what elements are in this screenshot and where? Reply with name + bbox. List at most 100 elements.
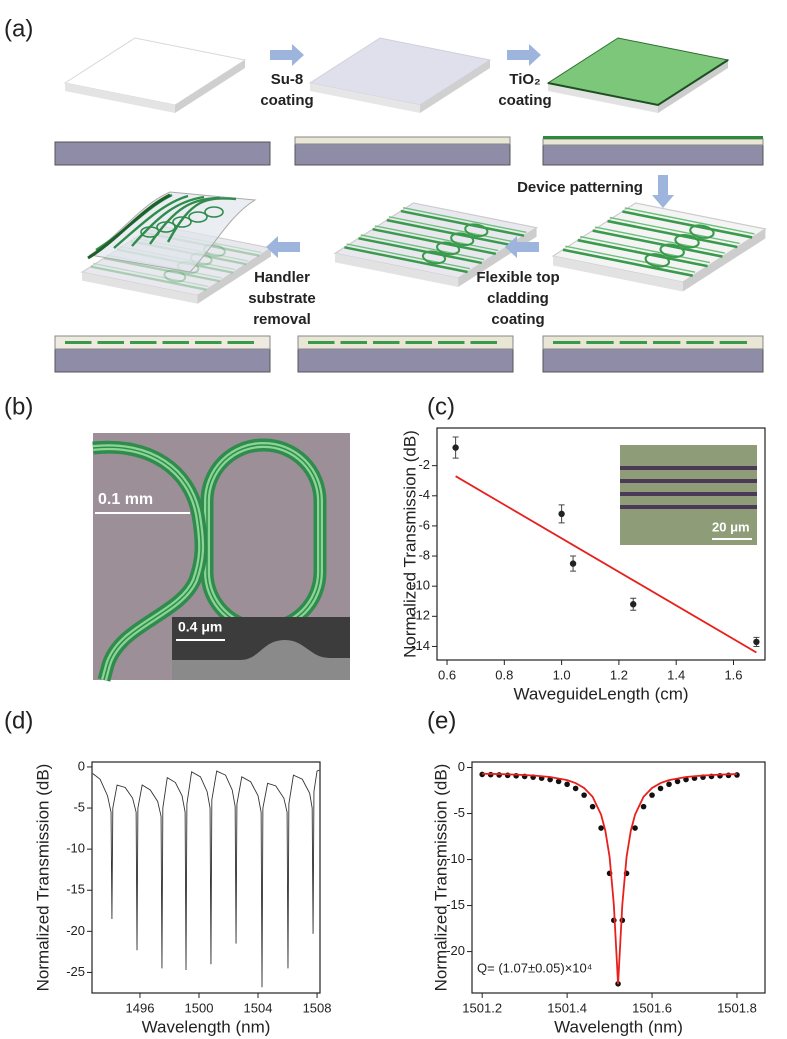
waveguide-stripe — [402, 207, 527, 234]
sheet-ring — [188, 211, 208, 223]
waveguide-stripe — [372, 227, 497, 256]
y-tick-label: -20 — [446, 943, 465, 958]
cross-section-core — [719, 341, 747, 344]
y-tick-label: -10 — [446, 851, 465, 866]
data-point — [558, 510, 565, 518]
data-point — [564, 781, 570, 788]
waveguide-stripe — [592, 229, 723, 258]
data-point — [581, 792, 587, 798]
waveguide-stripe — [609, 216, 740, 245]
inset-scale-label: 0.4 μm — [178, 619, 222, 635]
cross-section-core — [586, 341, 614, 344]
data-point — [569, 560, 577, 567]
waveguide-stripe — [344, 246, 468, 274]
y-tick-label: -15 — [66, 882, 85, 897]
x-tick-label: 1.6 — [724, 667, 742, 682]
panel-label: (e) — [427, 707, 456, 734]
y-tick-label: -10 — [411, 578, 430, 593]
waveguide-stripe — [360, 234, 485, 261]
sem-profile — [172, 640, 350, 680]
waveguide-stripe — [346, 243, 470, 270]
cross-section-core — [65, 341, 92, 344]
cross-section-substrate — [297, 348, 514, 373]
panel-label: (a) — [4, 15, 33, 42]
x-tick-label: 1.0 — [553, 667, 571, 682]
cross-section-core — [619, 341, 647, 344]
step-label: coating — [260, 92, 313, 109]
waveguide-stripe — [624, 207, 755, 235]
waveguide-stripe — [374, 225, 499, 252]
cross-section-core — [470, 341, 497, 344]
waveguide-stripe — [400, 209, 525, 237]
y-axis-title: Normalized Transmission (dB) — [33, 764, 52, 992]
step-label: removal — [253, 311, 311, 328]
y-tick-label: -6 — [418, 517, 430, 532]
data-point — [452, 444, 459, 451]
waveguide-stripe — [580, 235, 711, 264]
x-tick-label: 0.6 — [438, 667, 456, 682]
data-point — [753, 638, 760, 646]
cross-section-substrate — [542, 348, 764, 373]
waveguide-stripe — [562, 248, 693, 277]
y-tick-label: -10 — [66, 841, 85, 856]
y-tick-label: 0 — [458, 759, 465, 774]
process-arrow — [505, 236, 539, 258]
inset-stripe — [620, 479, 757, 483]
waveguide-stripe — [565, 245, 696, 273]
cross-section-core — [405, 341, 432, 344]
y-axis-title: Normalized Transmission (dB) — [431, 764, 450, 992]
panel-label: (c) — [427, 393, 455, 420]
process-arrow — [270, 44, 304, 66]
data-point — [547, 776, 553, 783]
data-point — [598, 825, 604, 831]
data-point — [630, 601, 637, 608]
cross-section-core — [653, 341, 681, 344]
scale-bar-label: 0.1 mm — [98, 491, 153, 508]
x-tick-label: 1508 — [303, 1000, 332, 1015]
su8-slab — [308, 37, 492, 113]
schematic — [54, 37, 767, 373]
step-label: substrate — [248, 290, 316, 307]
ring — [163, 269, 187, 283]
cross-section-tio2 — [543, 136, 763, 139]
y-tick-label: -4 — [418, 487, 430, 502]
ring — [421, 250, 447, 265]
cross-section-core — [162, 341, 189, 344]
data-point — [572, 785, 579, 792]
cross-section-substrate — [542, 144, 764, 166]
step-label: Handler — [254, 269, 310, 286]
ring — [450, 232, 475, 247]
sheet-waveguide — [113, 194, 189, 249]
cross-sections — [54, 335, 764, 373]
series-line — [92, 769, 320, 988]
cross-section-core — [438, 341, 465, 344]
waveguide-inset — [620, 445, 757, 545]
x-tick-label: 1500 — [185, 1000, 214, 1015]
data-point — [674, 778, 681, 785]
y-tick-label: -5 — [73, 799, 85, 814]
sheet-waveguide — [131, 195, 205, 247]
waveguide-stripe — [386, 218, 511, 246]
cross-section-core — [340, 341, 367, 344]
inset-stripe — [620, 466, 757, 470]
sheet-ring — [204, 206, 224, 218]
x-tick-label: 1496 — [126, 1000, 155, 1015]
inset-stripe — [620, 492, 757, 496]
step-label: coating — [498, 92, 551, 109]
cross-section-core — [227, 341, 254, 344]
patterned-slab — [551, 202, 767, 292]
x-axis-title: Wavelength (nm) — [554, 1017, 683, 1036]
x-tick-label: 1.4 — [667, 667, 685, 682]
sheet-ring — [172, 216, 192, 228]
cross-section-core — [195, 341, 222, 344]
y-tick-label: 0 — [78, 758, 85, 773]
y-tick-label: -14 — [411, 638, 430, 653]
slab-front — [548, 83, 658, 113]
sheet-waveguide — [166, 197, 237, 243]
x-tick-label: 1501.2 — [462, 1000, 502, 1015]
waveguide-stripe — [577, 238, 708, 268]
cross-section-core — [553, 341, 581, 344]
cross-section-substrate — [294, 143, 511, 166]
cross-section-su8 — [542, 138, 764, 146]
